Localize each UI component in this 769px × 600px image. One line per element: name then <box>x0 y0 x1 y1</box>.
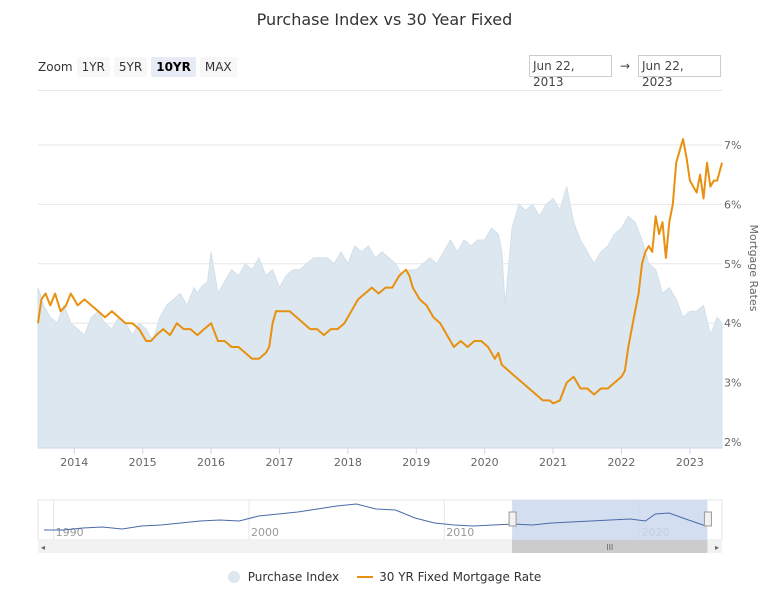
x-tick-label: 2023 <box>676 456 704 469</box>
x-tick-label: 2015 <box>129 456 157 469</box>
circle-icon <box>227 571 240 583</box>
x-tick-label: 2022 <box>607 456 635 469</box>
mortgage-rate-layer <box>37 138 723 405</box>
y-axis-ticks: 2% 3% 4% 5% 6% 7% <box>724 139 741 449</box>
legend: Purchase Index 30 YR Fixed Mortgage Rate <box>0 570 769 584</box>
x-tick-label: 2014 <box>60 456 88 469</box>
legend-item-purchase-index[interactable]: Purchase Index <box>227 570 340 584</box>
navigator: 1990200020102020III◂▸ <box>37 499 723 553</box>
date-range-selector: Jun 22, 2013 → Jun 22, 2023 <box>528 55 721 89</box>
zoom-label: Zoom <box>38 60 73 74</box>
navigator-handle-right[interactable] <box>703 511 712 527</box>
header-divider <box>38 90 722 91</box>
y-tick-label: 7% <box>724 139 741 152</box>
purchase-index-layer <box>37 186 723 449</box>
legend-label: 30 YR Fixed Mortgage Rate <box>379 570 542 584</box>
scroll-left-icon[interactable]: ◂ <box>41 543 45 552</box>
navigator-series-line <box>43 503 707 531</box>
scrollbar-grip-icon: III <box>606 543 613 552</box>
x-tick-label: 2017 <box>265 456 293 469</box>
y-tick-label: 2% <box>724 436 741 449</box>
y-axis-title: Mortgage Rates <box>747 225 760 312</box>
navigator-tick-label: 2010 <box>446 526 474 539</box>
x-tick-label: 2019 <box>402 456 430 469</box>
x-axis-ticks: 2014 2015 2016 2017 2018 2019 2020 2021 2022 2023 <box>38 447 722 469</box>
zoom-button-max[interactable]: MAX <box>199 57 237 77</box>
line-icon <box>357 576 374 578</box>
purchase-index-area <box>37 186 723 449</box>
range-separator: → <box>619 59 630 73</box>
y-tick-label: 5% <box>724 258 741 271</box>
scroll-right-icon[interactable]: ▸ <box>715 543 719 552</box>
navigator-tick-label: 1990 <box>56 526 84 539</box>
x-tick-label: 2018 <box>334 456 362 469</box>
range-to-input[interactable]: Jun 22, 2023 <box>638 55 721 89</box>
legend-item-mortgage-rate[interactable]: 30 YR Fixed Mortgage Rate <box>357 570 541 584</box>
legend-label: Purchase Index <box>247 570 340 584</box>
zoom-selector: Zoom 1YR 5YR 10YR MAX <box>38 57 241 77</box>
navigator-tick-label: 2000 <box>251 526 279 539</box>
zoom-button-5yr[interactable]: 5YR <box>113 57 148 77</box>
y-tick-label: 6% <box>724 198 741 211</box>
range-from-input[interactable]: Jun 22, 2013 <box>528 55 612 89</box>
zoom-button-1yr[interactable]: 1YR <box>76 57 110 77</box>
mortgage-rate-line <box>37 138 723 405</box>
y-tick-label: 3% <box>724 377 741 390</box>
x-tick-label: 2021 <box>539 456 567 469</box>
y-tick-label: 4% <box>724 317 741 330</box>
navigator-handle-left[interactable] <box>508 511 517 527</box>
chart-title: Purchase Index vs 30 Year Fixed <box>256 10 513 29</box>
scrollbar-thumb[interactable] <box>512 540 708 553</box>
x-tick-label: 2020 <box>471 456 499 469</box>
zoom-button-10yr[interactable]: 10YR <box>151 57 196 77</box>
x-tick-label: 2016 <box>197 456 225 469</box>
